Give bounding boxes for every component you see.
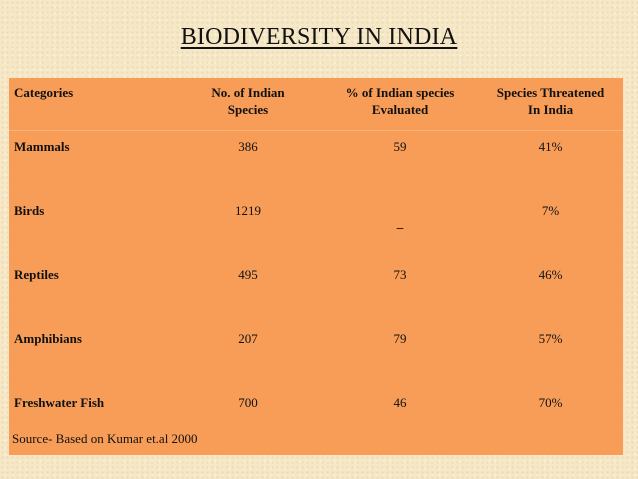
row-evaluated: 73 (393, 267, 407, 282)
table-row: Birds 1219 _ 7% (9, 195, 623, 259)
row-evaluated: 79 (393, 331, 407, 346)
row-category: Reptiles (14, 267, 59, 282)
row-species: 495 (238, 267, 258, 282)
source-note: Source- Based on Kumar et.al 2000 (12, 431, 198, 446)
row-species: 1219 (235, 203, 261, 218)
table-row: Reptiles 495 73 46% (9, 259, 623, 323)
evaluated-dash: _ (396, 215, 404, 230)
row-threatened: 70% (538, 395, 563, 410)
header-categories: Categories (9, 78, 174, 131)
table-row: Freshwater Fish 700 46 70% (9, 387, 623, 455)
row-threatened: 46% (538, 267, 563, 282)
row-evaluated: 46 (393, 395, 407, 410)
header-no-of-species: No. of Indian Species (174, 78, 322, 131)
row-evaluated: _ (322, 195, 478, 259)
row-threatened: 41% (538, 139, 563, 154)
table-header-row: Categories No. of Indian Species % of In… (9, 78, 623, 131)
table-row: Amphibians 207 79 57% (9, 323, 623, 387)
table-row: Mammals 386 59 41% (9, 131, 623, 196)
row-evaluated: 59 (393, 139, 407, 154)
row-threatened: 7% (541, 203, 560, 218)
biodiversity-table: Categories No. of Indian Species % of In… (9, 78, 623, 455)
row-category: Freshwater Fish (14, 395, 105, 410)
row-threatened: 57% (538, 331, 563, 346)
row-species: 207 (238, 331, 258, 346)
row-species: 386 (238, 139, 258, 154)
header-species-threatened: Species Threatened In India (478, 78, 623, 131)
row-category: Mammals (14, 139, 70, 154)
row-category: Amphibians (14, 331, 82, 346)
page-title: BIODIVERSITY IN INDIA (180, 24, 458, 50)
row-category: Birds (14, 203, 45, 218)
row-species: 700 (238, 395, 258, 410)
header-percent-evaluated: % of Indian species Evaluated (322, 78, 478, 131)
